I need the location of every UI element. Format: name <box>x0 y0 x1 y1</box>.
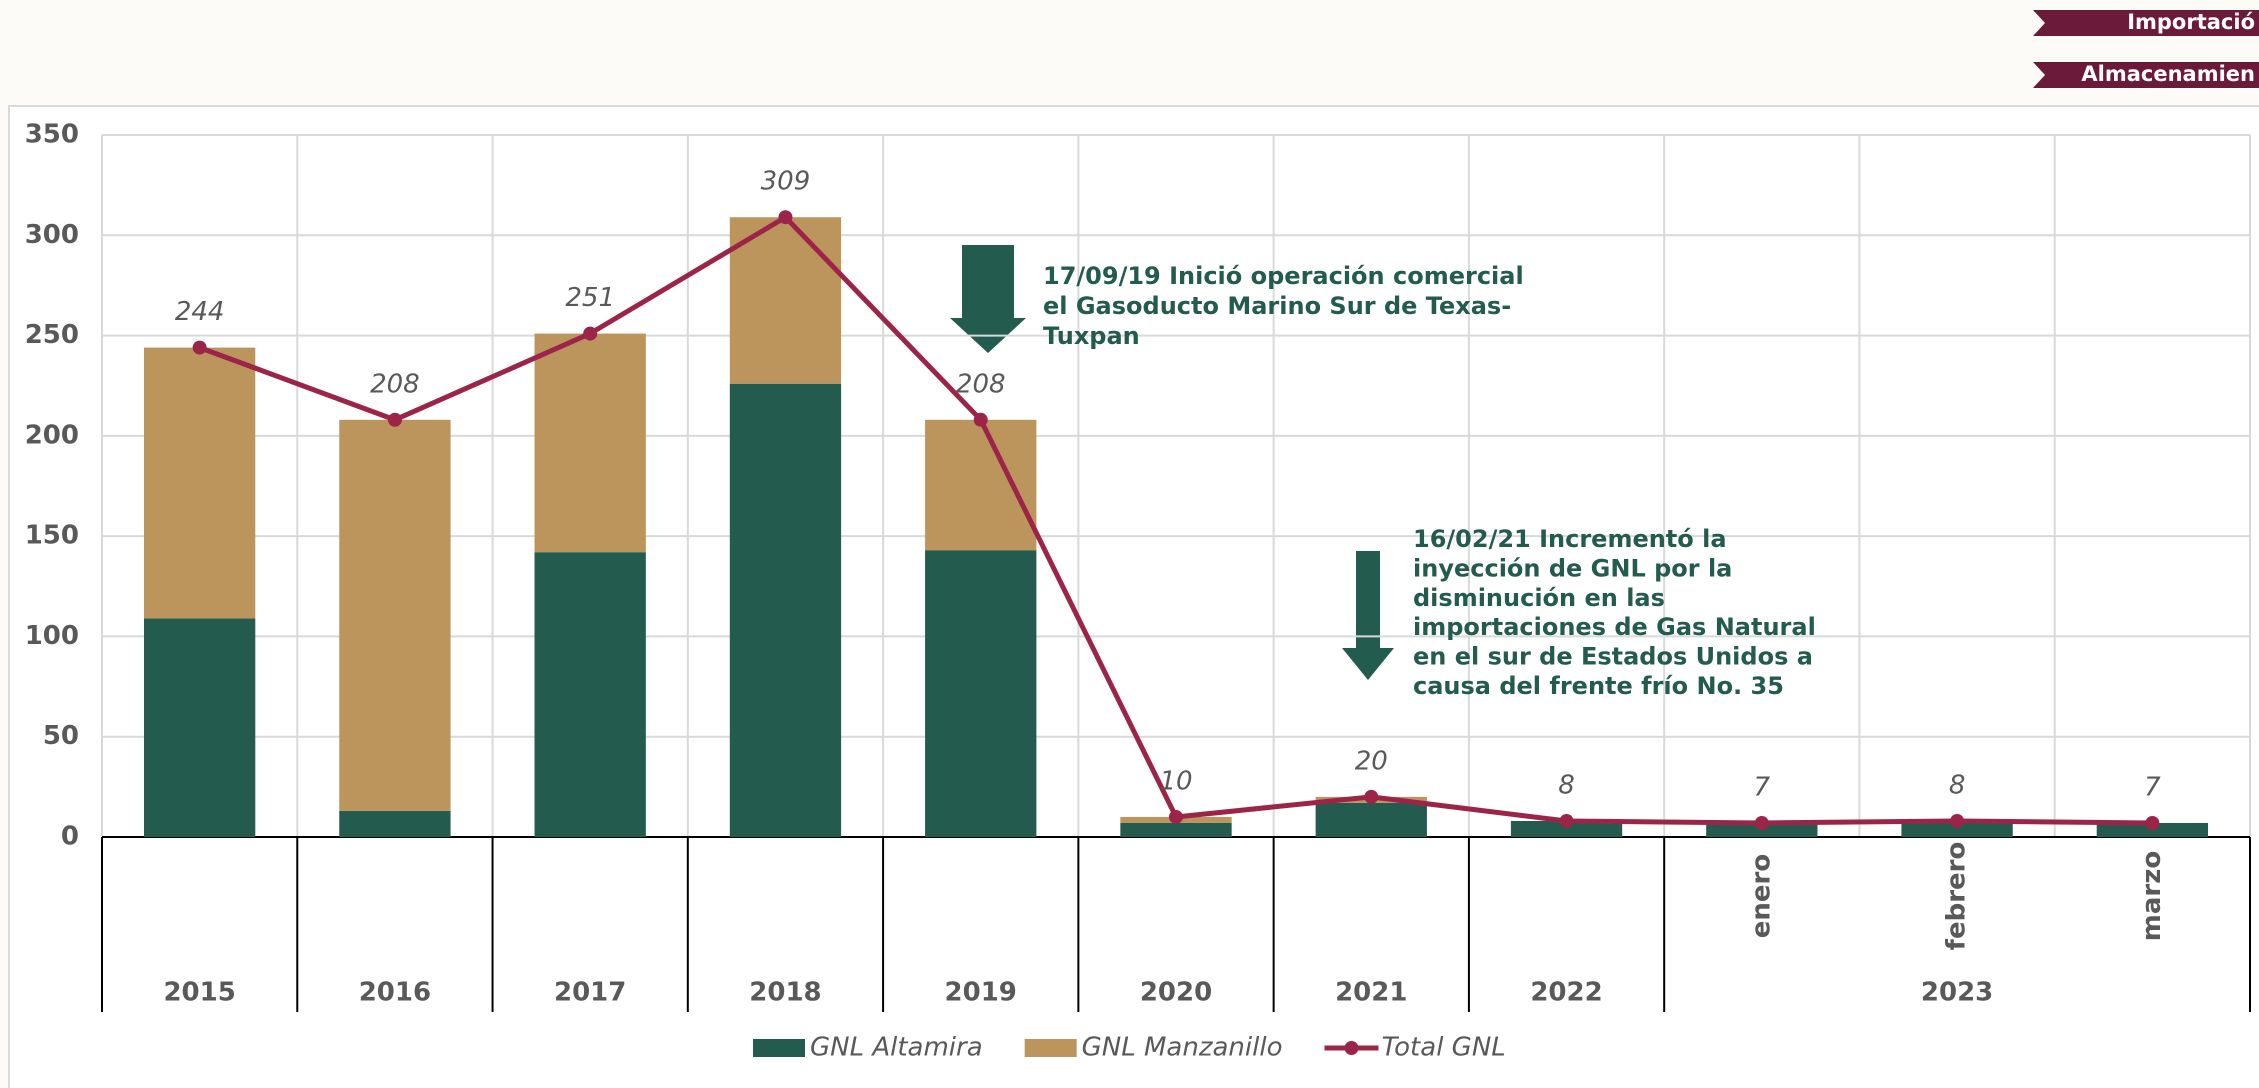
x-tick-label: enero <box>1746 854 1776 938</box>
y-tick-label: 200 <box>25 420 79 450</box>
tab[interactable] <box>2033 10 2259 36</box>
bar <box>729 217 842 384</box>
line-marker <box>192 340 207 355</box>
value-label: 208 <box>956 369 1006 399</box>
arrow <box>950 245 1026 353</box>
line-marker <box>1754 815 1769 830</box>
y-tick-label: 150 <box>25 521 79 551</box>
value-label: 10 <box>1159 766 1192 796</box>
x-tick-label: 2021 <box>1335 978 1407 1008</box>
y-tick-label: 300 <box>25 220 79 250</box>
annotation: Tuxpan <box>1043 322 1140 350</box>
legend-swatch <box>1344 1041 1359 1055</box>
bar <box>339 810 451 837</box>
bar <box>925 419 1037 551</box>
tab-label[interactable]: Importació <box>2127 10 2255 34</box>
annotation: importaciones de Gas Natural <box>1413 613 1816 641</box>
value-label: 20 <box>1355 746 1388 776</box>
value-label: 7 <box>1754 772 1771 802</box>
y-tick-label: 350 <box>25 120 79 150</box>
bar <box>1315 802 1427 837</box>
legend-label: GNL Altamira <box>810 1033 983 1063</box>
arrow <box>1342 551 1394 680</box>
bar <box>1901 820 2013 837</box>
x-tick-label: marzo <box>2137 851 2167 941</box>
bar <box>1706 822 1818 837</box>
y-tick-label: 50 <box>43 721 79 751</box>
value-label: 208 <box>370 369 420 399</box>
x-tick-label: 2016 <box>359 978 431 1008</box>
bar <box>729 383 842 837</box>
x-tick-label: 2020 <box>1140 978 1212 1008</box>
value-label: 309 <box>761 167 811 197</box>
x-group-label: 2023 <box>1921 978 1993 1008</box>
line-marker <box>1364 789 1379 804</box>
value-label: 8 <box>1558 770 1575 800</box>
legend-label: Total GNL <box>1381 1033 1505 1063</box>
legend-swatch <box>753 1039 805 1057</box>
line-marker <box>1559 813 1574 828</box>
annotation: causa del frente frío No. 35 <box>1413 672 1784 700</box>
legend-label: GNL Manzanillo <box>1082 1033 1283 1063</box>
x-tick-label: 2017 <box>554 978 626 1008</box>
y-tick-label: 250 <box>25 320 79 350</box>
bar <box>143 347 256 619</box>
line-marker <box>778 210 793 225</box>
bar <box>925 550 1037 837</box>
bar <box>534 333 646 553</box>
legend-swatch <box>1024 1039 1077 1057</box>
line-marker <box>1950 813 1965 828</box>
x-tick-label: 2019 <box>945 978 1017 1008</box>
line-marker <box>583 326 598 341</box>
annotation: disminución en las <box>1413 584 1665 612</box>
y-tick-label: 100 <box>25 621 79 651</box>
x-tick-label: febrero <box>1942 842 1972 951</box>
line-marker <box>387 412 402 427</box>
annotation: en el sur de Estados Unidos a <box>1413 643 1813 671</box>
line-marker <box>1169 809 1183 824</box>
value-label: 8 <box>1949 770 1966 800</box>
annotation: 17/09/19 Inició operación comercial <box>1043 262 1524 290</box>
tab-label[interactable]: Almacenamien <box>2081 62 2255 86</box>
bar <box>1510 820 1623 837</box>
tab[interactable] <box>2033 62 2259 88</box>
value-label: 244 <box>175 297 225 327</box>
bar <box>1120 822 1232 837</box>
x-tick-label: 2018 <box>749 978 821 1008</box>
value-label: 251 <box>565 283 615 313</box>
y-tick-label: 0 <box>61 822 79 852</box>
annotation: inyección de GNL por la <box>1413 554 1732 582</box>
x-tick-label: 2015 <box>163 978 235 1008</box>
annotation: el Gasoducto Marino Sur de Texas- <box>1043 292 1511 320</box>
value-label: 7 <box>2144 772 2161 802</box>
annotation: 16/02/21 Incrementó la <box>1413 525 1727 553</box>
line-marker <box>973 412 988 427</box>
bar <box>534 552 646 837</box>
line-marker <box>2145 815 2160 830</box>
bar <box>2096 822 2209 837</box>
bar <box>143 618 256 837</box>
bar <box>339 419 451 811</box>
x-tick-label: 2022 <box>1530 978 1602 1008</box>
